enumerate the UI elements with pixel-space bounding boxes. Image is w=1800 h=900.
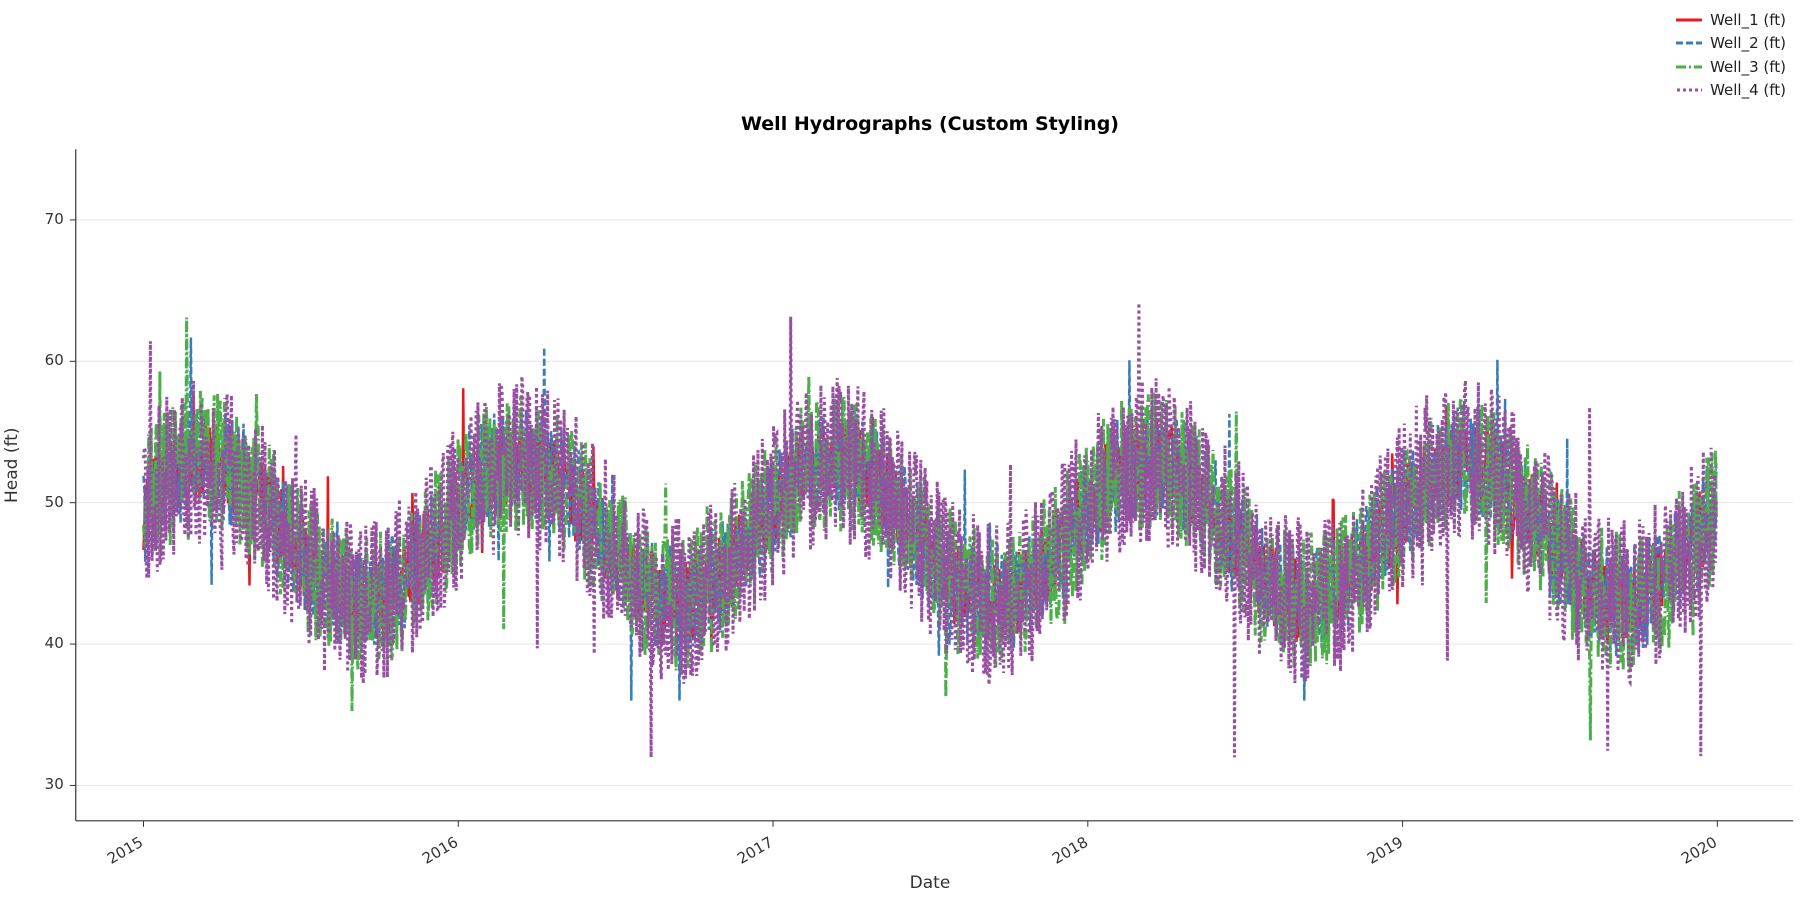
- y-axis-label: Head (ft): [2, 427, 22, 503]
- solid-line-icon: [1676, 18, 1703, 22]
- dashdot-line-icon: [1676, 65, 1703, 69]
- dashed-line-icon: [1676, 41, 1703, 45]
- legend-label: Well_4 (ft): [1710, 81, 1786, 100]
- legend-item-well-4: Well_4 (ft): [1676, 79, 1786, 103]
- legend-item-well-1: Well_1 (ft): [1676, 8, 1786, 32]
- series-line-well-4: [142, 302, 1718, 758]
- legend-label: Well_2 (ft): [1710, 34, 1786, 53]
- y-tick-label: 70: [44, 209, 64, 228]
- legend: Well_1 (ft) Well_2 (ft) Well_3 (ft) Well…: [1676, 8, 1786, 102]
- legend-label: Well_3 (ft): [1710, 57, 1786, 76]
- dotted-line-icon: [1677, 88, 1703, 92]
- legend-item-well-3: Well_3 (ft): [1676, 55, 1786, 79]
- y-tick-label: 60: [44, 351, 64, 370]
- y-tick-label: 30: [44, 775, 64, 794]
- y-tick-label: 40: [44, 634, 64, 653]
- chart-title: Well Hydrographs (Custom Styling): [741, 113, 1119, 135]
- legend-item-well-2: Well_2 (ft): [1676, 32, 1786, 56]
- y-tick-label: 50: [44, 492, 64, 511]
- legend-label: Well_1 (ft): [1710, 10, 1786, 29]
- x-axis-label: Date: [909, 873, 951, 893]
